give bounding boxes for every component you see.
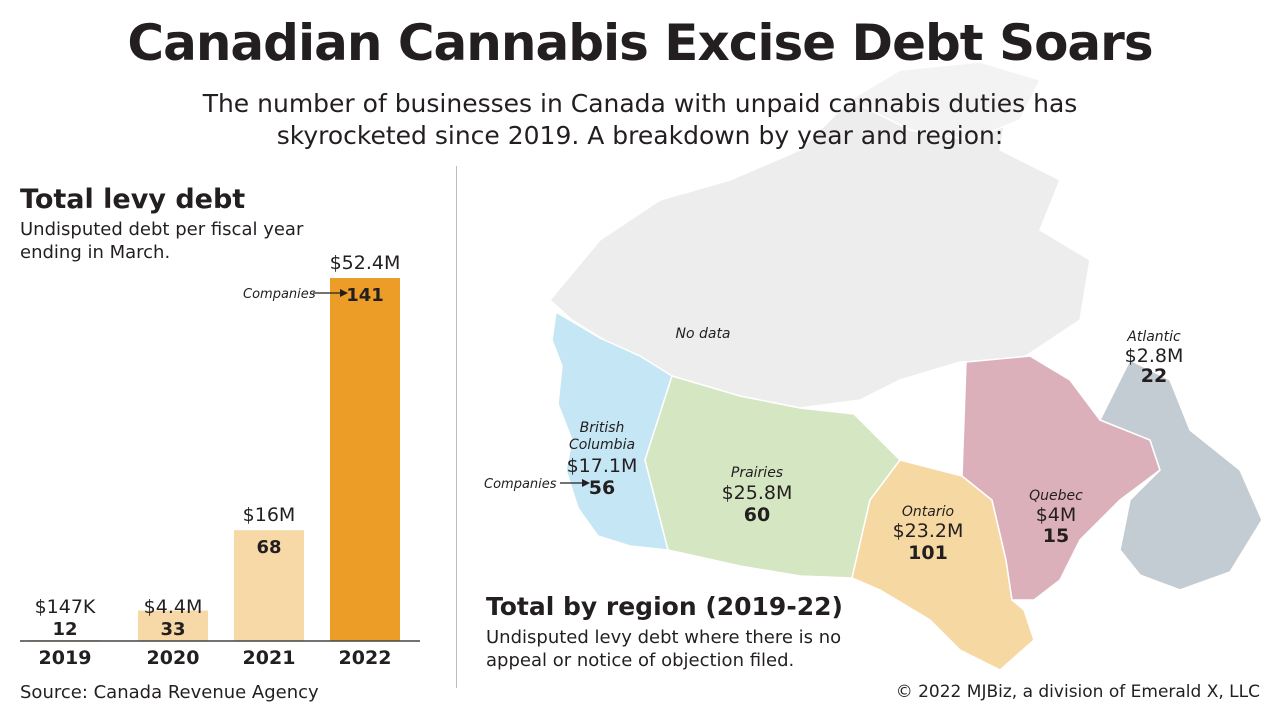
bar-companies-count-2021: 68 [256, 537, 281, 558]
region-companies-bc: 56 [589, 477, 615, 499]
region-label-ontario: Ontario $23.2M 101 [893, 504, 964, 564]
copyright-note: © 2022 MJBiz, a division of Emerald X, L… [895, 682, 1260, 702]
bar-value-label-2019: $147K [35, 596, 96, 618]
bar-companies-count-2020: 33 [160, 619, 185, 640]
region-name-quebec: Quebec [1029, 488, 1083, 504]
region-debt-prairies: $25.8M [722, 482, 793, 504]
bar-companies-count-2019: 12 [52, 619, 77, 640]
bar-companies-label: Companies [243, 287, 316, 302]
region-heading: Total by region (2019-22) [486, 592, 843, 621]
region-debt-quebec: $4M [1036, 504, 1077, 526]
bar-2021 [234, 530, 304, 641]
region-name-prairies: Prairies [731, 465, 783, 481]
bar-2020 [138, 610, 208, 641]
region-label-bc: British Columbia $17.1M 56 [567, 420, 638, 499]
levy-heading: Total levy debt [20, 184, 246, 215]
region-label-atlantic: Atlantic $2.8M 22 [1125, 329, 1184, 387]
region-companies-ontario: 101 [908, 542, 948, 564]
bar-category-label-2021: 2021 [243, 647, 296, 669]
map-region-arctic-islands [848, 61, 1042, 141]
bar-category-label-2019: 2019 [39, 647, 92, 669]
region-companies-prairies: 60 [744, 504, 770, 526]
map-companies-callout: Companies [484, 477, 590, 492]
levy-description: Undisputed debt per fiscal year ending i… [20, 219, 304, 263]
map-region-quebec [961, 355, 1161, 601]
region-companies-atlantic: 22 [1141, 365, 1167, 387]
region-description: Undisputed levy debt where there is no a… [486, 627, 842, 671]
region-debt-bc: $17.1M [567, 455, 638, 477]
no-data-label: No data [675, 326, 730, 342]
region-companies-quebec: 15 [1043, 525, 1069, 547]
bar-value-label-2021: $16M [243, 504, 296, 526]
region-label-quebec: Quebec $4M 15 [1029, 488, 1083, 547]
region-name-bc-line1: British [580, 420, 625, 436]
source-note: Source: Canada Revenue Agency [20, 682, 319, 703]
region-name-bc-line2: Columbia [569, 437, 635, 453]
bar-category-label-2022: 2022 [339, 647, 392, 669]
map-region-atlantic [1098, 358, 1263, 591]
bar-category-label-2020: 2020 [147, 647, 200, 669]
map-labels: No data British Columbia $17.1M 56 Compa… [484, 326, 1184, 564]
bar-companies-callout: Companies [243, 287, 348, 302]
map-companies-arrowhead [582, 479, 590, 487]
bar-companies-arrowhead [340, 289, 348, 297]
page-title: Canadian Cannabis Excise Debt Soars [127, 14, 1153, 72]
bar-value-label-2020: $4.4M [144, 596, 203, 618]
bar-value-label-2022: $52.4M [330, 252, 401, 274]
page-subtitle: The number of businesses in Canada with … [202, 89, 1078, 150]
region-name-atlantic: Atlantic [1126, 329, 1181, 345]
bar-2022 [330, 278, 400, 641]
map-region-bc [551, 310, 673, 551]
region-label-prairies: Prairies $25.8M 60 [722, 465, 793, 526]
panel-divider [456, 166, 457, 688]
canada-region-map [548, 61, 1263, 671]
bar-companies-count-2022: 141 [346, 285, 384, 306]
region-debt-atlantic: $2.8M [1125, 345, 1184, 367]
region-debt-ontario: $23.2M [893, 520, 964, 542]
region-name-ontario: Ontario [902, 504, 954, 520]
map-companies-label: Companies [484, 477, 557, 492]
